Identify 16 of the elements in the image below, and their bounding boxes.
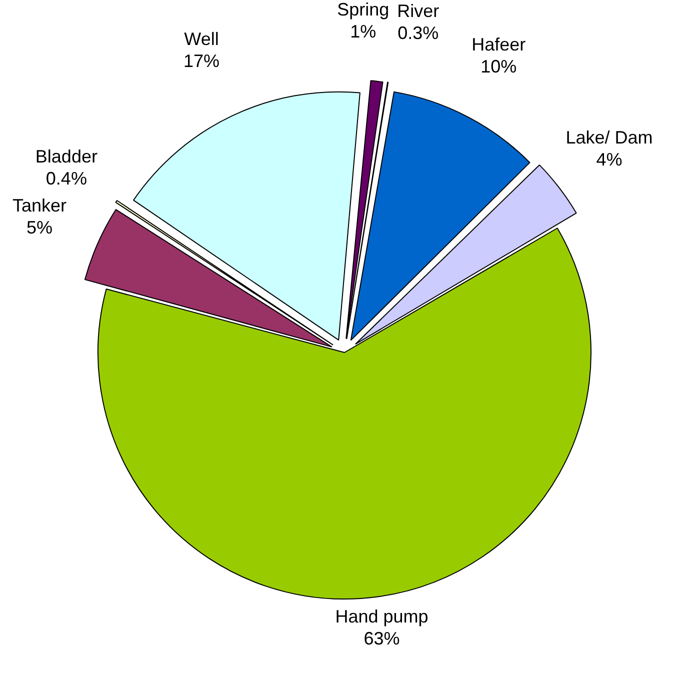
data-label: 0.4% [46,168,87,188]
slice-label: Lake/ Dam [566,128,653,148]
slice-label: Spring [337,0,390,20]
slice-label: Tanker [12,196,67,216]
slice-label: Well [184,29,219,50]
slice-label: Hand pump [335,606,428,626]
data-label: 0.3% [398,23,439,44]
data-label: 5% [26,218,53,238]
data-label: 1% [350,21,376,42]
slice-label: Bladder [35,146,98,166]
slice-label: River [397,1,440,22]
slice-label: Hafeer [472,34,526,55]
data-label: 63% [364,628,400,648]
data-label: 17% [184,51,220,72]
data-label: 10% [480,56,517,77]
data-label: 4% [596,150,622,170]
